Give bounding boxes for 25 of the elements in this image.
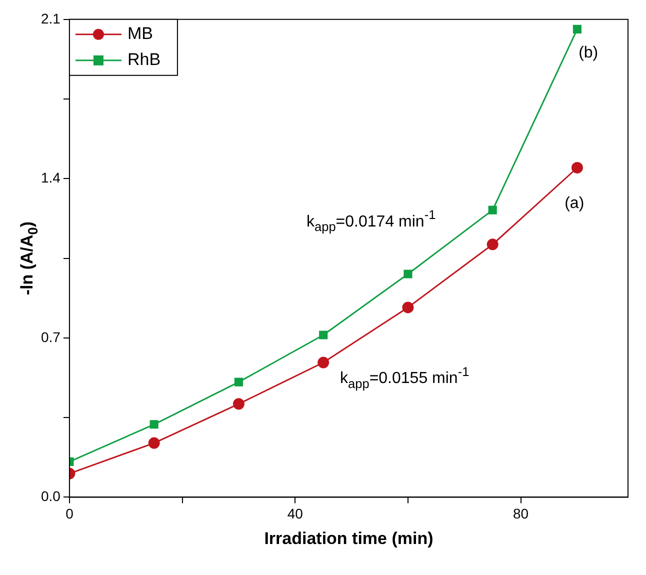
annotation: (a)	[564, 195, 584, 212]
point	[571, 162, 583, 174]
annotation: (b)	[578, 44, 598, 62]
x-axis-title: Irradiation time (min)	[264, 528, 434, 548]
point	[319, 330, 328, 340]
legend-label: RhB	[127, 50, 161, 70]
point	[318, 356, 330, 368]
x-tick-label: 40	[287, 505, 304, 522]
y-tick-label: 0.7	[40, 328, 61, 345]
x-tick-label: 80	[513, 505, 529, 522]
y-axis-title: -ln (A/A0)	[18, 221, 41, 296]
point	[234, 378, 243, 386]
point	[572, 24, 582, 34]
point	[402, 302, 414, 314]
point	[486, 238, 498, 250]
point	[148, 437, 160, 449]
point	[232, 398, 244, 410]
x-tick-label: 0	[66, 505, 74, 522]
point	[488, 206, 497, 214]
point	[404, 270, 412, 278]
y-tick-label: 0.0	[40, 488, 61, 504]
point	[150, 420, 158, 429]
y-tick-label: 2.1	[40, 10, 61, 26]
legend-label: MB	[127, 24, 153, 44]
y-tick-label: 1.4	[40, 170, 61, 186]
